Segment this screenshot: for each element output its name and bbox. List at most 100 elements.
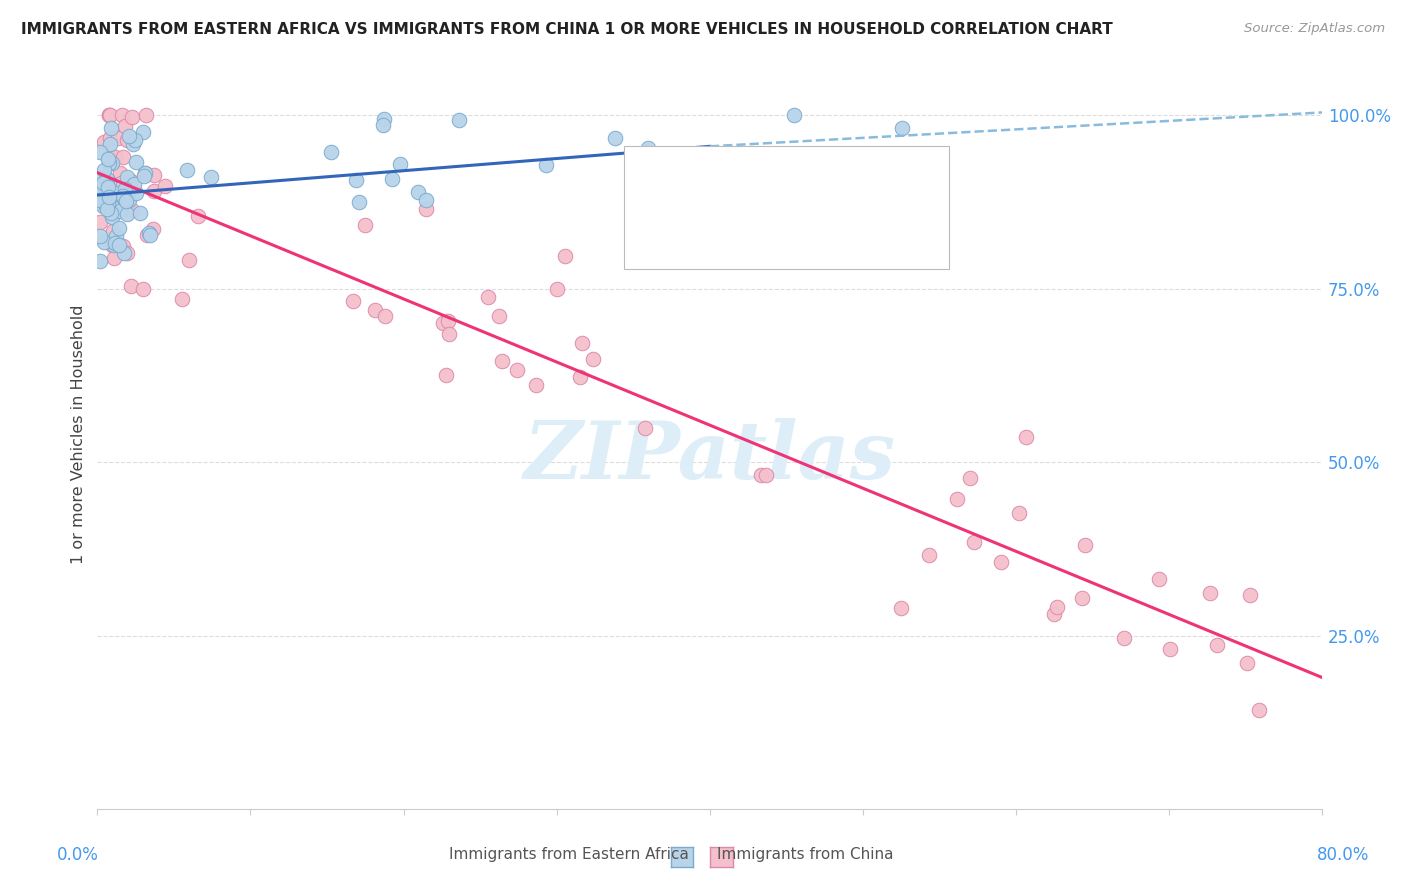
Point [1112, 631, 1135, 645]
Text: 0.0%: 0.0% [56, 846, 98, 863]
Point [93, 179, 115, 194]
Point [1071, 591, 1094, 606]
Point [138, 226, 160, 240]
Point [354, 218, 377, 232]
Point [342, 293, 364, 308]
Point [135, 108, 157, 122]
Point [114, 119, 136, 133]
Point [117, 246, 139, 260]
Text: 80.0%: 80.0% [1316, 846, 1369, 863]
Point [101, 238, 124, 252]
Point [98, 131, 121, 145]
Point [100, 108, 122, 122]
Point [142, 185, 165, 199]
Point [153, 178, 176, 193]
Point [491, 354, 513, 368]
Point [364, 302, 387, 317]
Point [890, 601, 912, 615]
Point [408, 185, 430, 199]
Point [890, 121, 912, 136]
Point [94, 199, 117, 213]
Point [89, 254, 111, 268]
Point [143, 168, 166, 182]
Point [108, 221, 131, 235]
Point [946, 491, 969, 506]
Point [963, 535, 986, 549]
Point [477, 290, 499, 304]
Point [134, 166, 156, 180]
Point [569, 369, 592, 384]
Point [89, 193, 111, 207]
Point [97, 196, 120, 211]
Point [110, 166, 132, 180]
Point [89, 171, 111, 186]
Text: Source: ZipAtlas.com: Source: ZipAtlas.com [1244, 22, 1385, 36]
Point [125, 154, 148, 169]
Point [122, 177, 145, 191]
Point [115, 133, 138, 147]
Point [100, 210, 122, 224]
Point [1199, 586, 1222, 600]
Point [90, 179, 112, 194]
Point [488, 309, 510, 323]
Point [93, 184, 115, 198]
Point [112, 239, 135, 253]
Point [1205, 638, 1227, 652]
Point [132, 125, 155, 139]
Point [107, 131, 129, 145]
Point [755, 467, 778, 482]
Point [107, 186, 129, 200]
Point [1239, 589, 1261, 603]
Point [89, 229, 111, 244]
Point [97, 152, 120, 166]
Point [104, 236, 127, 251]
Point [432, 316, 454, 330]
Point [104, 194, 127, 209]
Point [554, 249, 576, 263]
Point [100, 121, 122, 136]
Point [142, 221, 165, 235]
Text: Immigrants from Eastern Africa: Immigrants from Eastern Africa [449, 847, 689, 862]
Point [101, 156, 124, 170]
Point [120, 278, 142, 293]
Point [121, 111, 143, 125]
Point [93, 162, 115, 177]
Y-axis label: 1 or more Vehicles in Household: 1 or more Vehicles in Household [72, 304, 86, 564]
Point [437, 314, 460, 328]
Point [134, 169, 156, 183]
Point [1236, 657, 1258, 671]
Point [187, 209, 209, 223]
Point [89, 145, 111, 159]
Point [319, 145, 342, 160]
Point [98, 149, 121, 163]
Point [176, 163, 198, 178]
Point [124, 133, 146, 147]
Point [111, 151, 134, 165]
Point [918, 548, 941, 562]
Point [97, 189, 120, 203]
Point [897, 149, 920, 163]
Point [101, 224, 124, 238]
Point [200, 170, 222, 185]
Point [374, 310, 396, 324]
Point [89, 193, 111, 207]
Point [415, 193, 437, 207]
Point [138, 227, 160, 242]
FancyBboxPatch shape [624, 145, 949, 269]
Point [104, 150, 127, 164]
Point [783, 108, 806, 122]
Point [415, 202, 437, 217]
Point [131, 282, 153, 296]
Point [97, 153, 120, 168]
Point [506, 363, 529, 377]
Point [121, 203, 143, 218]
Point [108, 238, 131, 252]
Point [110, 177, 132, 191]
Point [634, 421, 657, 435]
Point [373, 112, 395, 127]
Point [990, 555, 1012, 569]
Point [120, 174, 142, 188]
Point [103, 237, 125, 252]
Point [118, 193, 141, 207]
Point [134, 166, 156, 180]
